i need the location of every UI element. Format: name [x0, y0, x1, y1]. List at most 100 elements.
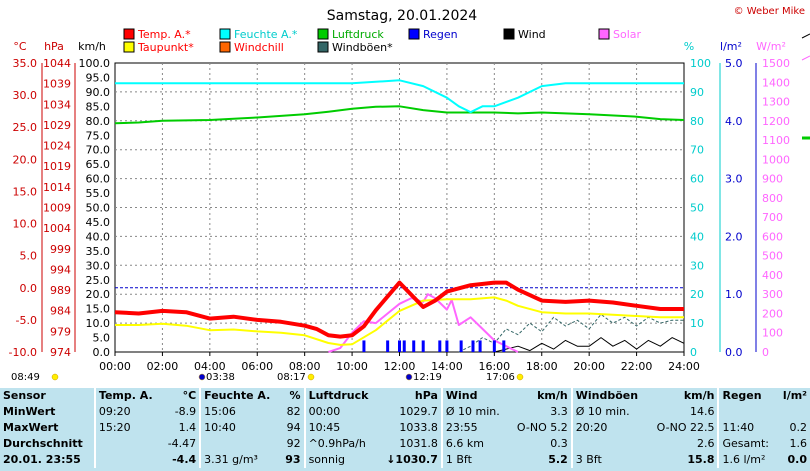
axis-unit-label: W/m²	[756, 40, 786, 53]
pressure-axis-tick: 1044	[43, 57, 71, 70]
extra-series-hint	[801, 33, 810, 39]
legend-label: Regen	[423, 28, 458, 41]
x-tick-label: 00:00	[99, 360, 131, 373]
legend-label: Wind	[518, 28, 546, 41]
rain-axis-tick: 4.0	[725, 115, 743, 128]
marker-time-moonrise: 03:38	[206, 372, 235, 383]
rain-bar	[492, 340, 496, 352]
stats-cell	[570, 436, 648, 452]
solar-axis-tick: 300	[762, 288, 783, 301]
stats-cell: 1031.8	[399, 437, 438, 450]
stats-cell: Temp. A.	[93, 388, 162, 404]
stats-cell: MaxWert	[3, 421, 59, 434]
rain-bar	[471, 340, 475, 352]
legend-label: Solar	[613, 28, 642, 41]
stats-cell: Luftdruck	[303, 388, 378, 404]
humidity-axis-tick: 70	[690, 144, 704, 157]
axis-unit-label: °C	[13, 40, 27, 53]
rain-bar	[421, 340, 425, 352]
humidity-axis-tick: 10	[690, 317, 704, 330]
copyright-link[interactable]: © Weber Mike	[734, 6, 805, 17]
pressure-axis-tick: 979	[50, 325, 71, 338]
rain-axis-tick: 0.0	[725, 346, 743, 359]
pressure-axis-tick: 989	[50, 284, 71, 297]
legend-swatch	[408, 28, 420, 40]
wind-axis-tick: 80.0	[86, 115, 111, 128]
series-layer	[114, 79, 685, 353]
stats-cell: 2.6	[696, 437, 715, 450]
legend-swatch	[123, 28, 135, 40]
axis-unit-label: hPa	[44, 40, 64, 53]
marker-time-sunrise: 08:49	[11, 372, 40, 383]
statistics-table: Sensor Temp. A. °C Feuchte A.% Luftdruck hPa W…	[0, 388, 810, 468]
rain-axis-tick: 5.0	[725, 57, 743, 70]
x-tick-label: 04:00	[194, 360, 226, 373]
series-wind-line	[494, 337, 685, 353]
rain-bar	[398, 340, 401, 352]
x-tick-label: 14:00	[431, 360, 463, 373]
stats-row: Durchschnitt -4.47 92 ^0.9hPa/h 1031.8 6.6 km…	[0, 436, 810, 452]
rain-bar	[502, 340, 506, 352]
rain-axis-tick: 1.0	[725, 288, 743, 301]
humidity-axis-tick: 30	[690, 259, 704, 272]
wind-axis-tick: 35.0	[86, 245, 111, 258]
pressure-axis-tick: 984	[50, 305, 71, 318]
stats-cell: 20.01. 23:55	[3, 453, 81, 466]
legend-swatch	[219, 28, 231, 40]
marker-time-sun: 08:17	[277, 372, 306, 383]
stats-cell: 23:55	[440, 420, 509, 436]
wind-axis-tick: 90.0	[86, 86, 111, 99]
solar-axis-tick: 800	[762, 192, 783, 205]
solar-axis-tick: 400	[762, 269, 783, 282]
stats-cell: 0.3	[550, 437, 568, 450]
stats-cell	[93, 436, 162, 452]
pressure-axis-tick: 1034	[43, 98, 71, 111]
wind-axis-tick: 15.0	[86, 303, 111, 316]
legend: Temp. A.* Feuchte A.* Luftdruck Regen Wind So…	[123, 28, 642, 54]
temp-axis-tick: -5.0	[16, 314, 37, 327]
stats-cell: Regen	[717, 388, 777, 404]
stats-header-row: Sensor Temp. A. °C Feuchte A.% Luftdruck hPa W…	[0, 388, 810, 404]
x-tick-label: 08:00	[289, 360, 321, 373]
wind-axis-tick: 0.0	[93, 346, 111, 359]
stats-row: 20.01. 23:55 -4.4 3.31 g/m³ 93 sonnig ↓1030.7…	[0, 452, 810, 468]
stats-cell: 1029.7	[399, 405, 438, 418]
left-axes: 35.030.025.020.015.010.05.00.0-5.0-10.01…	[9, 57, 110, 359]
temp-axis-tick: 25.0	[13, 121, 38, 134]
solar-axis-tick: 200	[762, 307, 783, 320]
stats-row: MaxWert 15:20 1.4 10:40 94 10:45 1033.8 23:55 O-…	[0, 420, 810, 436]
legend-swatch	[503, 28, 515, 40]
x-tick-label: 06:00	[241, 360, 273, 373]
rain-bar	[459, 340, 463, 352]
legend-swatch	[317, 28, 329, 40]
stats-cell: O-NO 22.5	[656, 421, 715, 434]
stats-cell: 6.6 km	[440, 436, 509, 452]
stats-cell: 5.2	[548, 453, 568, 466]
stats-cell: 00:00	[303, 404, 378, 420]
pressure-axis-tick: 1019	[43, 160, 71, 173]
solar-axis-tick: 700	[762, 211, 783, 224]
stats-cell: 93	[285, 453, 301, 466]
x-tick-label: 16:00	[478, 360, 510, 373]
humidity-axis-tick: 40	[690, 230, 704, 243]
legend-swatch	[219, 41, 231, 53]
stats-cell: -4.4	[172, 453, 197, 466]
wind-axis-tick: 40.0	[86, 230, 111, 243]
axis-units: °C hPa km/h% l/m² W/m²	[13, 40, 785, 53]
humidity-axis-tick: 100	[690, 57, 711, 70]
humidity-axis-tick: 20	[690, 288, 704, 301]
stats-cell	[717, 404, 777, 420]
x-tick-label: 12:00	[384, 360, 416, 373]
legend-label: Windchill	[234, 41, 284, 54]
x-tick-label: 20:00	[573, 360, 605, 373]
stats-cell: 10:40	[199, 420, 281, 436]
stats-cell: Durchschnitt	[3, 437, 83, 450]
pressure-axis-tick: 994	[50, 263, 71, 276]
wind-axis-tick: 75.0	[86, 129, 111, 142]
pressure-axis-tick: 974	[50, 346, 71, 359]
stats-cell: 1.6	[789, 437, 808, 450]
stats-cell: Ø 10 min.	[440, 404, 509, 420]
legend-swatch	[123, 41, 135, 53]
stats-cell: -4.47	[167, 437, 197, 450]
stats-cell: 15.8	[687, 453, 715, 466]
